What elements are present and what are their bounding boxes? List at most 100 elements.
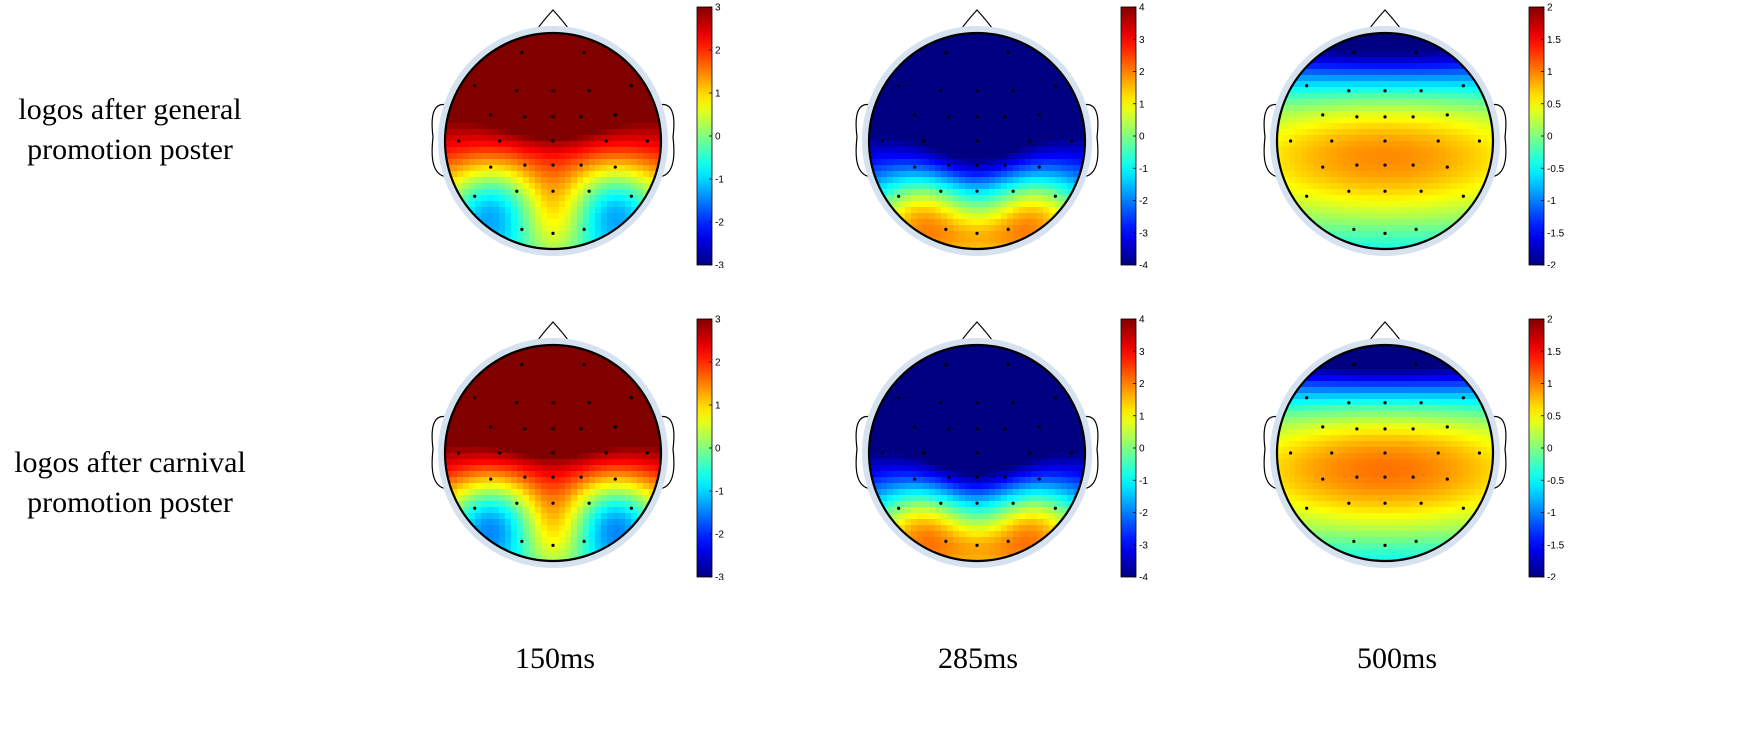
electrode-dot bbox=[1321, 425, 1325, 429]
electrode-dot bbox=[922, 139, 926, 143]
electrode-dot bbox=[975, 427, 979, 431]
electrode-dot bbox=[520, 227, 524, 231]
electrode-dot bbox=[1352, 539, 1356, 543]
electrode-dot bbox=[582, 539, 586, 543]
colorbar-tick-label: -0.5 bbox=[1547, 476, 1565, 487]
colorbar-tick-label: -2 bbox=[1547, 573, 1556, 581]
electrode-dot bbox=[1011, 401, 1015, 405]
electrode-dot bbox=[975, 401, 979, 405]
electrode-dot bbox=[944, 51, 948, 55]
colorbar-tick-label: 0 bbox=[1547, 132, 1553, 143]
electrode-dot bbox=[975, 139, 979, 143]
electrode-dot bbox=[913, 477, 917, 481]
colorbar-carnival-150ms: 3 2 1 0 -1 -2 -3 bbox=[696, 315, 724, 580]
electrode-dot bbox=[1461, 84, 1465, 88]
electrode-dot bbox=[1383, 543, 1387, 548]
electrode-dot bbox=[551, 189, 555, 193]
electrode-dot bbox=[939, 501, 943, 505]
electrode-dot bbox=[1419, 401, 1423, 405]
electrode-dot bbox=[1006, 227, 1010, 231]
electrode-dot bbox=[922, 451, 926, 455]
colorbar-tick-label: 3 bbox=[1139, 347, 1145, 358]
electrode-dot bbox=[1411, 163, 1415, 167]
electrode-dot bbox=[1477, 139, 1482, 143]
colorbar-tick-label: 0 bbox=[1139, 132, 1145, 143]
electrode-dot bbox=[944, 539, 948, 543]
electrode-dot bbox=[645, 451, 650, 455]
time-label-500ms: 500ms bbox=[1356, 642, 1437, 675]
electrode-dot bbox=[489, 425, 493, 429]
electrode-dot bbox=[1321, 477, 1325, 481]
colorbar-tick-label: 0.5 bbox=[1547, 411, 1561, 422]
colorbar-tick-label: -1 bbox=[1547, 196, 1556, 207]
electrode-dot bbox=[947, 475, 951, 479]
colorbar-tick-label: -3 bbox=[715, 261, 724, 269]
electrode-dot bbox=[498, 139, 502, 143]
electrode-dot bbox=[1028, 139, 1032, 143]
electrode-dot bbox=[587, 401, 591, 405]
electrode-dot bbox=[880, 451, 885, 455]
electrode-dot bbox=[520, 539, 524, 543]
colorbar-general-500ms: 2 1.5 1 0.5 0 -0.5 -1 -1.5 -2 bbox=[1528, 3, 1565, 269]
electrode-dot bbox=[551, 475, 555, 479]
colorbar-tick-label: -2 bbox=[1139, 508, 1148, 519]
colorbar-tick-label: -3 bbox=[1139, 540, 1148, 551]
electrode-dot bbox=[944, 363, 948, 367]
electrode-dot bbox=[551, 543, 555, 548]
colorbar-tick-label: 2 bbox=[1547, 315, 1553, 326]
electrode-dot bbox=[1383, 231, 1387, 236]
colorbar-tick-label: 4 bbox=[1139, 3, 1145, 14]
electrode-dot bbox=[1011, 189, 1015, 193]
colorbar-tick-label: -1 bbox=[1139, 476, 1148, 487]
electrode-dot bbox=[498, 451, 502, 455]
electrode-dot bbox=[551, 163, 555, 167]
electrode-dot bbox=[947, 115, 951, 119]
electrode-dot bbox=[1383, 115, 1387, 119]
electrode-dot bbox=[1419, 189, 1423, 193]
colorbar-carnival-285ms: 4 3 2 1 0 -1 -2 -3 -4 bbox=[1120, 315, 1148, 581]
electrode-dot bbox=[913, 165, 917, 169]
row-label-carnival-line2: promotion poster bbox=[27, 486, 233, 519]
colorbar-tick-label: -4 bbox=[1139, 573, 1148, 581]
electrode-dot bbox=[582, 227, 586, 231]
electrode-dot bbox=[1006, 51, 1010, 55]
electrode-dot bbox=[939, 89, 943, 93]
electrode-dot bbox=[489, 165, 493, 169]
colorbar-tick-label: 4 bbox=[1139, 315, 1145, 326]
electrode-dot bbox=[1411, 475, 1415, 479]
electrode-dot bbox=[1445, 113, 1449, 117]
electrode-dot bbox=[1461, 194, 1465, 198]
electrode-dot bbox=[939, 401, 943, 405]
electrode-dot bbox=[1352, 227, 1356, 231]
electrode-dot bbox=[645, 139, 650, 143]
colorbar-tick-label: -2 bbox=[715, 218, 724, 229]
electrode-dot bbox=[1003, 475, 1007, 479]
colorbar-tick-label: -0.5 bbox=[1547, 164, 1565, 175]
electrode-dot bbox=[1321, 113, 1325, 117]
electrode-dot bbox=[897, 506, 901, 510]
electrode-dot bbox=[1383, 189, 1387, 193]
electrode-dot bbox=[587, 189, 591, 193]
colorbar-tick-label: -2 bbox=[1547, 261, 1556, 269]
colorbar-tick-label: 0 bbox=[715, 444, 721, 455]
topomap-general-150ms bbox=[431, 9, 675, 256]
electrode-dot bbox=[613, 113, 617, 117]
colorbar-tick-label: -1 bbox=[715, 487, 724, 498]
colorbar-tick-label: 2 bbox=[1547, 3, 1553, 14]
electrode-dot bbox=[473, 84, 477, 88]
electrode-dot bbox=[1477, 451, 1482, 455]
electrode-dot bbox=[1383, 163, 1387, 167]
electrode-dot bbox=[1305, 194, 1309, 198]
electrode-dot bbox=[1037, 165, 1041, 169]
electrode-dot bbox=[1355, 475, 1359, 479]
electrode-dot bbox=[523, 475, 527, 479]
colorbar-tick-label: 1 bbox=[1547, 67, 1553, 78]
electrode-dot bbox=[913, 113, 917, 117]
electrode-dot bbox=[1461, 506, 1465, 510]
electrode-dot bbox=[1419, 501, 1423, 505]
electrode-dot bbox=[1411, 115, 1415, 119]
electrode-dot bbox=[1461, 396, 1465, 400]
electrode-dot bbox=[1006, 539, 1010, 543]
topomap-general-285ms bbox=[855, 9, 1099, 256]
electrode-dot bbox=[939, 189, 943, 193]
